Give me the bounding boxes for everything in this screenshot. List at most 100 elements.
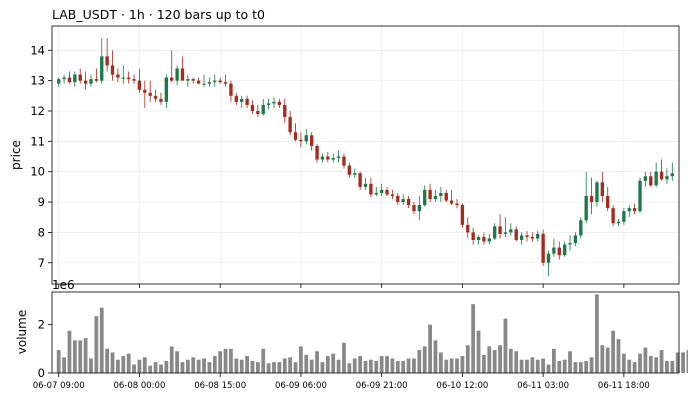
candle-body <box>379 189 384 193</box>
volume-bar <box>153 362 158 373</box>
candle-body <box>665 176 669 180</box>
volume-bar <box>562 359 567 373</box>
volume-y-axis: 02 <box>38 318 52 380</box>
volume-bar <box>347 363 352 373</box>
volume-bar <box>616 339 621 373</box>
price-tick-label: 13 <box>30 74 45 88</box>
candle-body <box>234 95 238 102</box>
volume-bar <box>67 330 72 373</box>
volume-bar <box>584 360 589 373</box>
x-tick-label: 06-11 18:00 <box>598 381 650 391</box>
candle-body <box>541 233 545 263</box>
candle-body <box>509 229 513 233</box>
candle-body <box>67 77 72 83</box>
volume-bar <box>331 353 336 373</box>
volume-bar <box>600 345 605 373</box>
candle-body <box>170 77 174 81</box>
volume-bar <box>498 345 502 373</box>
volume-bar <box>385 356 389 373</box>
candle-body <box>369 183 373 195</box>
candle-body <box>137 80 142 90</box>
price-tick-label: 10 <box>30 165 45 179</box>
candle-body <box>218 80 222 83</box>
volume-bar <box>94 316 99 373</box>
volume-bar <box>293 362 298 373</box>
candle-body <box>261 104 265 115</box>
volume-bar <box>266 363 271 373</box>
volume-bar <box>433 340 438 373</box>
volume-bar <box>417 350 422 373</box>
candle-body <box>573 235 578 244</box>
candle-body <box>444 192 448 201</box>
candle-body <box>223 82 228 84</box>
price-tick-label: 7 <box>38 256 45 270</box>
volume-bar <box>218 351 223 373</box>
candle-body <box>266 103 271 105</box>
candle-body <box>428 189 432 200</box>
candle-body <box>105 56 109 66</box>
candle-body <box>374 192 378 195</box>
price-tick-label: 14 <box>30 43 45 57</box>
candle-body <box>126 77 131 80</box>
volume-bar <box>514 351 519 373</box>
x-tick-label: 06-08 00:00 <box>113 381 165 391</box>
x-tick-label: 06-09 06:00 <box>275 381 327 391</box>
candle-body <box>471 232 475 240</box>
volume-bar <box>89 358 93 373</box>
candle-body <box>659 171 664 180</box>
price-tick-label: 11 <box>30 134 45 148</box>
volume-bar <box>352 358 357 373</box>
candle-body <box>616 221 621 224</box>
volume-bar <box>670 360 675 373</box>
volume-bar <box>482 354 486 373</box>
volume-bar <box>449 358 454 373</box>
candle-body <box>401 199 405 203</box>
volume-bar <box>277 362 282 373</box>
candle-body <box>536 233 540 239</box>
candle-body <box>363 183 368 187</box>
candle-body <box>600 182 605 196</box>
candle-body <box>336 156 341 159</box>
volume-x-axis: 06-07 09:00 06-08 00:00 06-08 15:00 06-09 0… <box>33 373 650 391</box>
x-tick-label: 06-07 09:00 <box>33 381 85 391</box>
candle-body <box>530 236 535 239</box>
volume-bar <box>438 352 443 373</box>
volume-bar <box>304 354 309 373</box>
volume-bar <box>465 345 470 373</box>
volume-bar <box>627 359 632 373</box>
candle-body <box>207 82 212 84</box>
candle-body <box>654 171 658 186</box>
candle-body <box>557 247 561 256</box>
candle-body <box>175 68 179 81</box>
candle-body <box>83 80 88 84</box>
volume-tick-label: 2 <box>38 318 45 332</box>
volume-bar <box>185 359 190 373</box>
candle-body <box>202 83 206 85</box>
volume-bar <box>159 364 163 373</box>
candle-body <box>256 110 260 115</box>
volume-bar <box>455 358 459 373</box>
volume-bar <box>422 346 427 373</box>
candle-body <box>552 247 556 254</box>
candle-body <box>299 139 303 142</box>
volume-bar <box>223 348 228 373</box>
volume-bar <box>428 324 432 373</box>
candle-body <box>320 156 325 160</box>
candle-body <box>121 77 125 79</box>
chart-title: LAB_USDT · 1h · 120 bars up to t0 <box>52 7 265 22</box>
x-tick-label: 06-10 12:00 <box>436 381 488 391</box>
candle-body <box>132 79 136 81</box>
candle-body <box>191 79 195 81</box>
candle-body <box>493 226 497 239</box>
volume-bar <box>595 294 599 373</box>
volume-bar <box>675 352 680 373</box>
volume-bar <box>191 357 196 373</box>
volume-bar <box>325 356 330 373</box>
candle-body <box>622 211 626 222</box>
volume-bar <box>444 359 449 373</box>
volume-bar <box>643 347 648 373</box>
candle-body <box>148 92 152 96</box>
candle-body <box>110 65 115 75</box>
volume-bar <box>288 357 293 373</box>
volume-bar <box>234 358 239 373</box>
